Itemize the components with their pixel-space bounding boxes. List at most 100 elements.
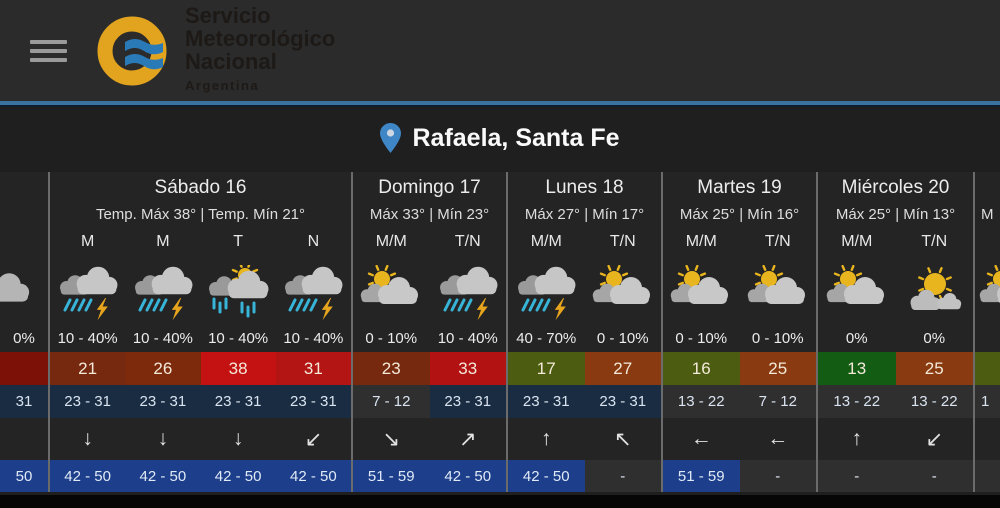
location-pin-icon bbox=[380, 123, 402, 153]
day-title bbox=[975, 172, 1000, 204]
prev-day-partial-column[interactable]: 0% 31 50 bbox=[0, 172, 50, 492]
logo-country: Argentina bbox=[185, 78, 260, 93]
temp-value: 25 bbox=[739, 352, 816, 385]
partly-cloudy-icon bbox=[663, 265, 740, 321]
range-row: 13 - 22 7 - 12 bbox=[663, 385, 816, 418]
day-column[interactable]: Martes 19 Máx 25° | Mín 16° M/M T/N 0 - 10% 0… bbox=[663, 172, 818, 492]
wind-direction-icon bbox=[0, 418, 48, 460]
range-row: 31 bbox=[0, 385, 48, 418]
range-row: 13 - 22 13 - 22 bbox=[818, 385, 973, 418]
period-label: M/M bbox=[530, 233, 562, 250]
day-title: Martes 19 bbox=[697, 177, 782, 198]
period-label bbox=[975, 230, 1000, 258]
temperature-row: 17 27 bbox=[508, 352, 661, 385]
range-value: 23 - 31 bbox=[584, 385, 661, 418]
wind-direction-icon: ↙ bbox=[304, 427, 323, 451]
forecast-table: 0% 31 50 Sábado 16 Temp. Máx 38° | Temp. Mín… bbox=[0, 172, 1000, 492]
wind-value: - bbox=[584, 460, 661, 492]
day-temp-line: Temp. Máx 38° | Temp. Mín 21° bbox=[95, 206, 306, 223]
temp-value: 27 bbox=[584, 352, 661, 385]
logo-line-1: Servicio bbox=[185, 3, 271, 28]
day-column[interactable]: Miércoles 20 Máx 25° | Mín 13° M/M T/N 0% 0% 1… bbox=[818, 172, 975, 492]
range-row: 1 bbox=[975, 385, 1000, 418]
wind-direction-row: ↑ ↖ bbox=[508, 418, 661, 460]
precip-value: 0% bbox=[13, 330, 35, 347]
precip-value: 0 - 10% bbox=[675, 330, 728, 347]
range-value: 23 - 31 bbox=[275, 385, 351, 418]
temp-value: 16 bbox=[663, 352, 740, 385]
wind-direction-icon: ↓ bbox=[232, 427, 244, 450]
wind-value: 42 - 50 bbox=[200, 460, 276, 492]
period-labels-row: M/M T/N bbox=[818, 230, 973, 258]
temp-value bbox=[0, 352, 48, 385]
period-label: N bbox=[307, 233, 320, 250]
smn-logo-icon bbox=[95, 14, 169, 88]
period-label: M/M bbox=[375, 233, 407, 250]
wind-direction-row: ← ← bbox=[663, 418, 816, 460]
temperature-row: 16 25 bbox=[663, 352, 816, 385]
range-value: 31 bbox=[0, 385, 48, 418]
precipitation-row: 0% 0% bbox=[818, 328, 973, 352]
range-value: 7 - 12 bbox=[739, 385, 816, 418]
temperature-row bbox=[0, 352, 48, 385]
day-column[interactable]: Lunes 18 Máx 27° | Mín 17° M/M T/N 40 - 70% 0… bbox=[508, 172, 663, 492]
storm-icon bbox=[276, 265, 351, 321]
period-label: T bbox=[233, 233, 244, 250]
range-row: 23 - 31 23 - 31 bbox=[508, 385, 661, 418]
page-title: Rafaela, Santa Fe bbox=[412, 123, 620, 152]
day-column[interactable]: Domingo 17 Máx 33° | Mín 23° M/M T/N 0 - 10%… bbox=[353, 172, 508, 492]
precip-value: 10 - 40% bbox=[437, 330, 498, 347]
partly-cloudy-icon bbox=[740, 265, 817, 321]
wind-value: 42 - 50 bbox=[275, 460, 351, 492]
day-temp-line: Máx 33° | Mín 23° bbox=[369, 206, 490, 223]
bottom-bar bbox=[0, 495, 1000, 508]
wind-value: 51 - 59 bbox=[353, 460, 430, 492]
wind-value: 42 - 50 bbox=[125, 460, 201, 492]
range-value: 23 - 31 bbox=[125, 385, 201, 418]
wind-direction-row: ↘ ↗ bbox=[353, 418, 506, 460]
weather-icons-row bbox=[975, 258, 1000, 328]
range-value: 13 - 22 bbox=[895, 385, 973, 418]
day-temp-line: M bbox=[981, 206, 994, 223]
temp-value bbox=[975, 352, 1000, 385]
range-row: 7 - 12 23 - 31 bbox=[353, 385, 506, 418]
precipitation-row: 10 - 40% 10 - 40% 10 - 40% 10 - 40% bbox=[50, 328, 351, 352]
wind-direction-icon bbox=[975, 418, 1000, 460]
period-label: T/N bbox=[454, 233, 481, 250]
period-labels-row: M/M T/N bbox=[508, 230, 661, 258]
wind-direction-row: ↑ ↙ bbox=[818, 418, 973, 460]
wind-direction-icon: ↘ bbox=[382, 427, 401, 451]
sun-rain-icon bbox=[201, 265, 276, 321]
range-value: 13 - 22 bbox=[663, 385, 740, 418]
app-header: Servicio Meteorológico Nacional Argentin… bbox=[0, 0, 1000, 101]
day-title: Lunes 18 bbox=[545, 177, 624, 198]
location-header: Rafaela, Santa Fe bbox=[0, 107, 1000, 169]
period-label: M/M bbox=[841, 233, 873, 250]
wind-direction-icon: ↖ bbox=[613, 427, 632, 451]
precip-value: 40 - 70% bbox=[516, 330, 577, 347]
storm-icon bbox=[430, 265, 507, 321]
day-column[interactable]: Sábado 16 Temp. Máx 38° | Temp. Mín 21° M M… bbox=[50, 172, 353, 492]
storm-icon bbox=[50, 265, 125, 321]
storm-icon bbox=[125, 265, 200, 321]
menu-button[interactable] bbox=[30, 35, 67, 67]
wind-direction-icon: ↙ bbox=[925, 427, 944, 451]
period-labels-row: M/M T/N bbox=[353, 230, 506, 258]
temperature-row: 23 33 bbox=[353, 352, 506, 385]
wind-direction-row bbox=[0, 418, 48, 460]
day-temp-line: Máx 27° | Mín 17° bbox=[524, 206, 645, 223]
weather-icons-row bbox=[508, 258, 661, 328]
wind-value: - bbox=[739, 460, 816, 492]
precip-value bbox=[975, 328, 1000, 352]
precip-value: 0 - 10% bbox=[596, 330, 649, 347]
range-value: 23 - 31 bbox=[508, 385, 585, 418]
period-label: M/M bbox=[685, 233, 717, 250]
period-label: T/N bbox=[921, 233, 948, 250]
wind-speed-row: 42 - 50- bbox=[508, 460, 661, 492]
wind-direction-icon: ↑ bbox=[541, 427, 552, 450]
day-title: Miércoles 20 bbox=[841, 177, 950, 198]
range-value: 13 - 22 bbox=[818, 385, 896, 418]
day-temp-line: Máx 25° | Mín 16° bbox=[679, 206, 800, 223]
wind-speed-row: -- bbox=[818, 460, 973, 492]
